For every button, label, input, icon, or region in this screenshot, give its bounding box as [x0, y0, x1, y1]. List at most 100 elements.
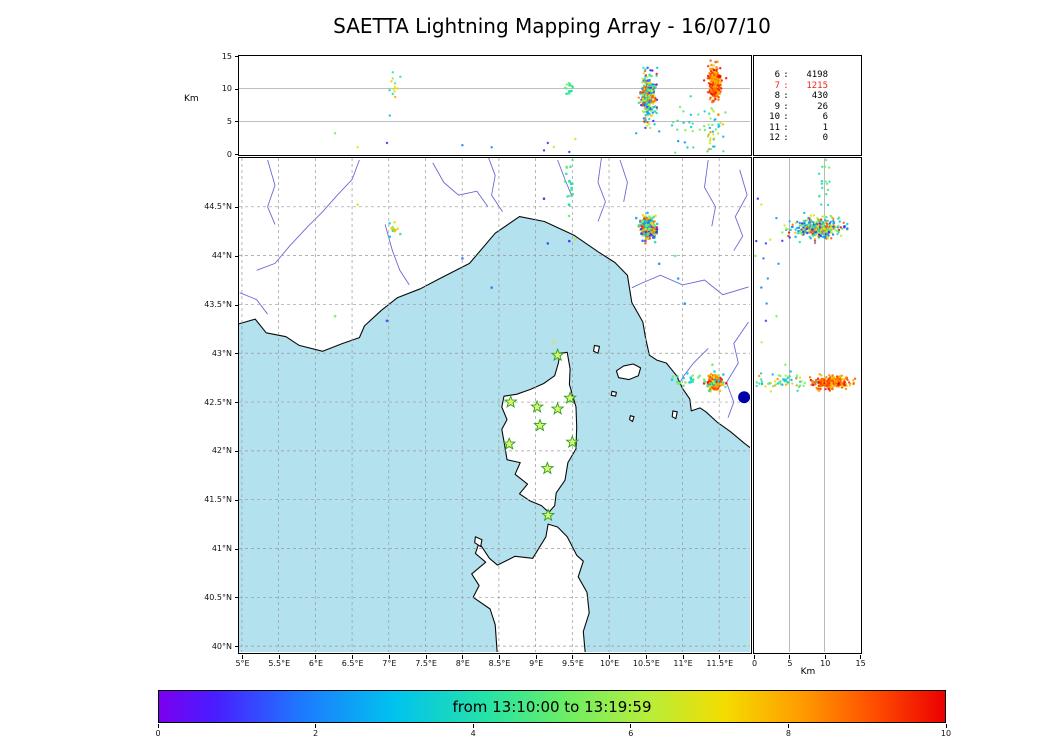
land-pianosa	[610, 390, 617, 397]
tick-mark	[234, 646, 239, 648]
tick-label: 9°E	[529, 659, 544, 668]
tick-label: 41°N	[211, 544, 232, 554]
navy-dot-marker	[738, 391, 750, 404]
tick-mark	[719, 654, 721, 659]
river	[557, 159, 573, 198]
river	[239, 292, 268, 315]
tick-mark	[234, 206, 239, 208]
tick-mark	[315, 654, 317, 659]
river	[726, 321, 749, 418]
altitude-vs-latitude-panel	[753, 157, 862, 654]
tick-label: 11.5°E	[706, 659, 734, 668]
tick-mark	[499, 654, 500, 659]
tick-mark	[462, 654, 464, 659]
right-grid	[788, 158, 826, 652]
river	[432, 162, 489, 208]
tick-label: 10	[221, 84, 232, 94]
tick-label: 40.5°N	[204, 592, 232, 602]
tick-label: 10.5°E	[632, 659, 660, 668]
land-elba	[615, 363, 642, 381]
source-count-legend: 6:4198 7:1215 8:430 9:26 10:6 11:1 12:0	[753, 55, 862, 156]
tick-mark	[234, 499, 239, 501]
tick-label: 6.5°E	[341, 659, 364, 668]
count-row: 7:1215	[774, 80, 828, 91]
tick-mark	[234, 450, 239, 452]
tick-label: 5.5°E	[268, 659, 291, 668]
scatter-map	[333, 158, 728, 393]
river	[704, 159, 716, 227]
tick-label: 0	[752, 659, 758, 668]
count-row: 12:0	[769, 133, 828, 143]
station-star-icon	[565, 434, 580, 449]
map-panel	[238, 157, 752, 654]
tick-label: 0	[226, 149, 232, 159]
tick-mark	[157, 723, 159, 728]
tick-mark	[630, 723, 632, 728]
tick-mark	[945, 723, 947, 728]
tick-mark	[278, 654, 280, 659]
land-sardinia	[471, 523, 590, 652]
count-row: 9:26	[774, 101, 828, 112]
station-star-icon	[502, 436, 517, 450]
top-grid	[239, 88, 750, 122]
count-rows: 6:4198 7:1215 8:430 9:26 10:6 11:1 12:0	[766, 70, 855, 144]
tick-label: 5	[226, 116, 232, 126]
tick-mark	[234, 353, 239, 355]
top-panel-y-axis-label: Km	[184, 94, 199, 104]
tick-label: 10	[940, 729, 952, 738]
tick-mark	[234, 121, 239, 123]
page-title: SAETTA Lightning Mapping Array - 16/07/1…	[333, 14, 771, 38]
station-star-icon	[563, 390, 578, 405]
tick-mark	[535, 654, 537, 659]
land-polygons	[239, 158, 750, 652]
river	[619, 159, 628, 202]
map-plot	[239, 158, 750, 652]
tick-mark	[682, 654, 684, 659]
tick-mark	[234, 548, 239, 550]
tick-label: 5°E	[235, 659, 250, 668]
river	[597, 158, 606, 222]
tick-label: 5	[787, 659, 793, 668]
river	[488, 158, 503, 212]
tick-label: 41.5°N	[204, 495, 232, 505]
tick-mark	[234, 402, 239, 404]
scatter-alt-lon	[333, 59, 728, 154]
station-star-icon	[541, 508, 556, 522]
tick-mark	[572, 654, 574, 659]
tick-mark	[315, 723, 317, 728]
river	[733, 169, 748, 251]
station-star-icon	[550, 347, 565, 362]
tick-mark	[472, 723, 474, 728]
tick-label: 10	[820, 659, 831, 668]
altitude-longitude-plot	[239, 59, 750, 154]
tick-label: 8°E	[455, 659, 470, 668]
tick-mark	[234, 56, 239, 58]
tick-label: 15	[855, 659, 866, 668]
altitude-vs-longitude-panel	[238, 55, 752, 156]
tick-mark	[234, 88, 239, 90]
tick-label: 15	[221, 51, 232, 61]
tick-label: 9.5°E	[562, 659, 584, 668]
tick-mark	[824, 654, 826, 659]
tick-label: 42.5°N	[204, 397, 232, 407]
count-row: 8:430	[774, 91, 828, 101]
colorbar-label: from 13:10:00 to 13:19:59	[452, 697, 652, 716]
tick-mark	[645, 654, 647, 659]
tick-mark	[754, 654, 756, 659]
tick-label: 0	[155, 729, 161, 738]
station-star-icon	[530, 399, 545, 413]
tick-label: 2	[313, 729, 319, 738]
land-capraia	[593, 344, 601, 354]
count-row: 10:6	[769, 112, 828, 122]
tick-label: 7.5°E	[415, 659, 437, 668]
tick-label: 11°E	[673, 659, 693, 668]
station-star-icon	[550, 401, 565, 415]
tick-label: 8.5°E	[488, 659, 511, 668]
tick-label: 40°N	[211, 641, 232, 651]
tick-label: 8	[785, 729, 791, 738]
tick-label: 10°E	[600, 659, 620, 668]
scatter-alt-lat	[754, 158, 857, 393]
tick-label: 7°E	[382, 659, 397, 668]
station-star-icon	[503, 394, 518, 408]
